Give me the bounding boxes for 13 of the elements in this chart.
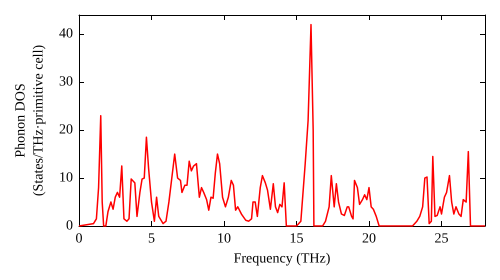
y-tick-label: 0 [66,218,73,234]
x-axis-title: Frequency (THz) [234,252,331,266]
y-tick-label: 20 [59,122,73,138]
x-tick-label: 25 [434,232,448,246]
x-tick-label: 20 [362,232,376,246]
y-tick-label: 40 [59,26,73,42]
y-axis-title: Phonon DOS (States/THz·primitive cell) [14,44,47,196]
y-tick-label: 30 [59,74,73,90]
x-tick-label: 15 [290,232,304,246]
y-tick-label: 10 [59,170,73,186]
x-tick-label: 0 [76,232,82,246]
x-tick-label: 5 [148,232,155,246]
x-tick-label: 10 [217,232,231,246]
